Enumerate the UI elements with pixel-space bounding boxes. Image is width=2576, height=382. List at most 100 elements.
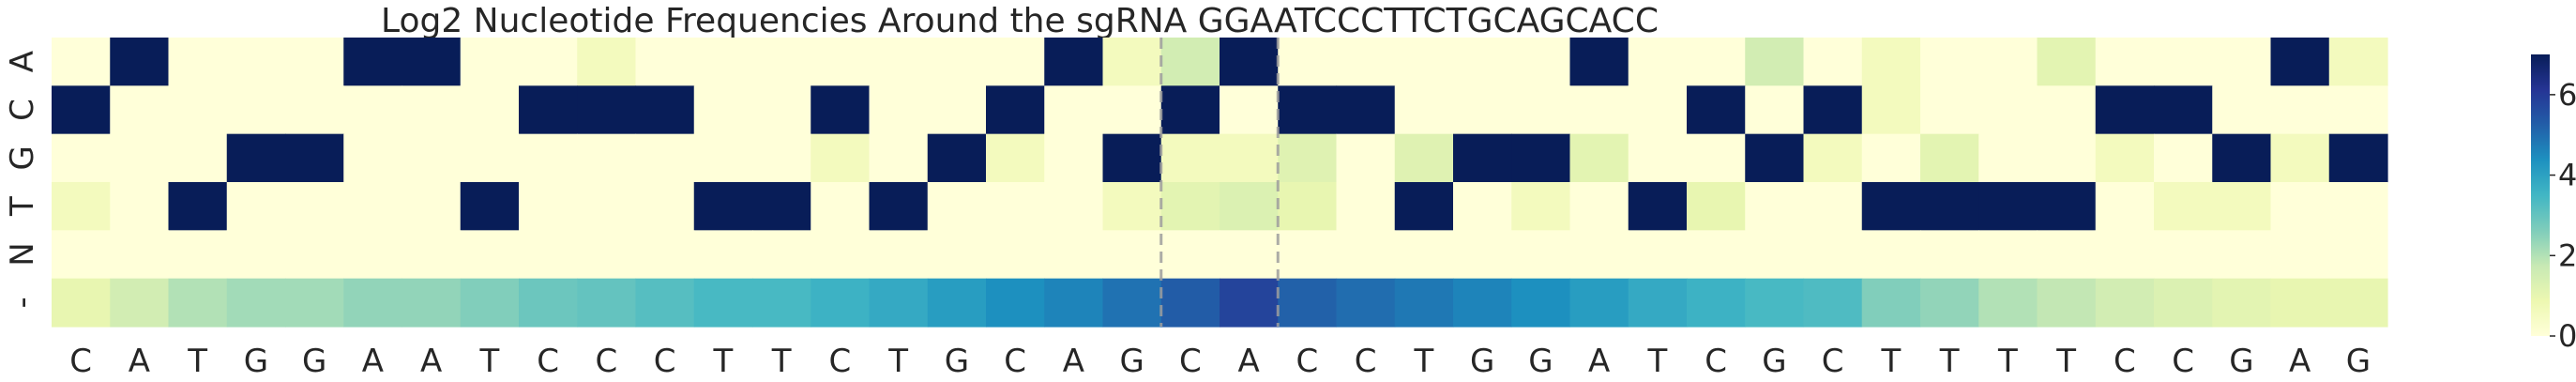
- heatmap-cell---26: [1569, 278, 1629, 328]
- heatmap-cell-N-25: [1511, 230, 1571, 280]
- heatmap-cell-C-33: [1978, 85, 2038, 135]
- heatmap-cell---15: [927, 278, 987, 328]
- col-label-2: T: [187, 343, 207, 380]
- heatmap-cell-N-17: [1044, 230, 1104, 280]
- heatmap-cell-C-15: [927, 85, 987, 135]
- heatmap-cell-N-38: [2270, 230, 2330, 280]
- heatmap-cell-A-30: [1803, 38, 1863, 86]
- heatmap-cell-T-31: [1861, 181, 1921, 231]
- heatmap-cell-G-29: [1745, 133, 1805, 183]
- heatmap-cell---9: [577, 278, 637, 328]
- col-label-19: C: [1179, 343, 1202, 380]
- heatmap-cell-T-38: [2270, 181, 2330, 231]
- heatmap-cell-G-10: [635, 133, 695, 183]
- heatmap-cell-T-7: [460, 181, 520, 231]
- heatmap-cell-G-38: [2270, 133, 2330, 183]
- heatmap-cell-T-10: [635, 181, 695, 231]
- heatmap-cell-T-21: [1278, 181, 1338, 231]
- heatmap-cell-A-12: [752, 38, 811, 86]
- heatmap-cell-G-2: [168, 133, 228, 183]
- heatmap-cell-N-23: [1394, 230, 1454, 280]
- heatmap-cell-G-14: [869, 133, 929, 183]
- heatmap-cell-C-11: [693, 85, 753, 135]
- col-label-11: T: [712, 343, 733, 380]
- col-label-21: C: [1296, 343, 1319, 380]
- heatmap-cell-A-22: [1336, 38, 1396, 86]
- heatmap-cell-T-29: [1745, 181, 1805, 231]
- heatmap-cell---17: [1044, 278, 1104, 328]
- heatmap-cell---25: [1511, 278, 1571, 328]
- heatmap-cell-T-39: [2328, 181, 2388, 231]
- row-label-1: C: [4, 99, 41, 121]
- heatmap-cell-G-23: [1394, 133, 1454, 183]
- col-label-29: G: [1762, 343, 1786, 380]
- heatmap-cell-A-21: [1278, 38, 1338, 86]
- heatmap-cell-T-0: [52, 181, 111, 231]
- heatmap-cell-N-4: [285, 230, 344, 280]
- heatmap-cell-T-14: [869, 181, 929, 231]
- col-label-13: C: [829, 343, 852, 380]
- heatmap-cell-C-19: [1160, 85, 1220, 135]
- col-label-3: G: [244, 343, 268, 380]
- heatmap-cell-G-24: [1453, 133, 1512, 183]
- heatmap-cell-A-38: [2270, 38, 2330, 86]
- heatmap-cell-G-15: [927, 133, 987, 183]
- row-label-5: -: [4, 297, 41, 308]
- heatmap-cell-A-0: [52, 38, 111, 86]
- heatmap-cell-G-39: [2328, 133, 2388, 183]
- colorbar: [2531, 54, 2550, 336]
- heatmap-cell---23: [1394, 278, 1454, 328]
- heatmap-cell-C-14: [869, 85, 929, 135]
- heatmap-cell-G-37: [2212, 133, 2272, 183]
- heatmap-cell-T-1: [110, 181, 170, 231]
- heatmap-cell---30: [1803, 278, 1863, 328]
- heatmap-cell-A-37: [2212, 38, 2272, 86]
- heatmap-cell-C-29: [1745, 85, 1805, 135]
- heatmap-cell-A-5: [343, 38, 403, 86]
- heatmap-cell-A-13: [811, 38, 871, 86]
- col-label-23: T: [1413, 343, 1433, 380]
- heatmap-cell-N-12: [752, 230, 811, 280]
- heatmap-cell-N-1: [110, 230, 170, 280]
- heatmap-cell---10: [635, 278, 695, 328]
- col-label-9: C: [596, 343, 618, 380]
- colorbar-tick-label-2: 4: [2558, 158, 2576, 193]
- row-label-4: N: [4, 242, 41, 266]
- heatmap-cell-A-29: [1745, 38, 1805, 86]
- heatmap-cell-T-4: [285, 181, 344, 231]
- heatmap-cell-G-5: [343, 133, 403, 183]
- heatmap-cell---32: [1920, 278, 1979, 328]
- heatmap-cell---5: [343, 278, 403, 328]
- heatmap-cell-G-22: [1336, 133, 1396, 183]
- heatmap-cell-T-25: [1511, 181, 1571, 231]
- heatmap-cell---4: [285, 278, 344, 328]
- row-label-3: T: [4, 196, 41, 217]
- heatmap-cell-G-25: [1511, 133, 1571, 183]
- col-label-16: C: [1004, 343, 1026, 380]
- heatmap-cell---12: [752, 278, 811, 328]
- heatmap-cell-G-26: [1569, 133, 1629, 183]
- heatmap-cell-N-19: [1160, 230, 1220, 280]
- heatmap-cell---1: [110, 278, 170, 328]
- heatmap-cell-T-9: [577, 181, 637, 231]
- heatmap-cell---20: [1220, 278, 1279, 328]
- heatmap-cell-C-16: [986, 85, 1045, 135]
- col-label-15: G: [945, 343, 969, 380]
- heatmap-cell-N-21: [1278, 230, 1338, 280]
- heatmap-cell-A-27: [1628, 38, 1688, 86]
- heatmap-cell-A-14: [869, 38, 929, 86]
- heatmap-cell-C-13: [811, 85, 871, 135]
- heatmap-cell-N-33: [1978, 230, 2038, 280]
- heatmap-cell-C-2: [168, 85, 228, 135]
- heatmap-cell-T-8: [519, 181, 578, 231]
- heatmap-cell-C-22: [1336, 85, 1396, 135]
- heatmap-cell-C-32: [1920, 85, 1979, 135]
- col-label-4: G: [302, 343, 326, 380]
- col-label-36: C: [2172, 343, 2194, 380]
- heatmap-cell-A-19: [1160, 38, 1220, 86]
- heatmap-cell-C-17: [1044, 85, 1104, 135]
- heatmap-cell-C-6: [402, 85, 462, 135]
- heatmap-cell-N-26: [1569, 230, 1629, 280]
